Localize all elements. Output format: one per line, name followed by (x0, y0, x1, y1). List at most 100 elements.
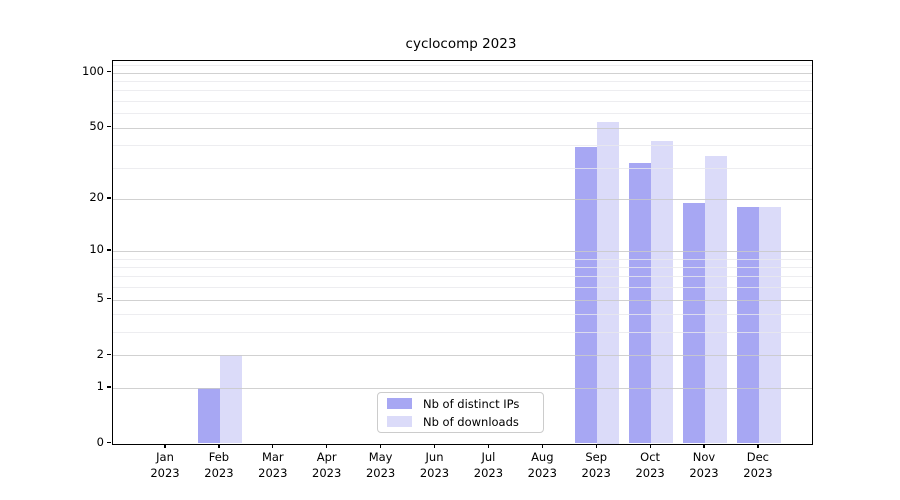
x-tick-label-oct: Oct 2023 (618, 450, 682, 481)
legend: Nb of distinct IPs Nb of downloads (377, 392, 544, 433)
major-gridline (112, 198, 812, 200)
gridline-layer (112, 61, 812, 444)
x-tick-label-jun: Jun 2023 (403, 450, 467, 481)
x-tick-label-aug: Aug 2023 (510, 450, 574, 481)
x-tick-year: 2023 (581, 465, 611, 480)
x-tick-year: 2023 (689, 465, 719, 480)
x-tick-month: Feb (208, 450, 230, 464)
x-tick-mark (218, 443, 220, 448)
major-gridline (112, 299, 812, 301)
minor-gridline (112, 314, 812, 316)
y-tick-label-10: 10 (89, 242, 104, 257)
x-tick-year: 2023 (527, 465, 557, 480)
chart-title: cyclocomp 2023 (405, 36, 517, 52)
x-tick-label-apr: Apr 2023 (295, 450, 359, 481)
major-gridline (112, 387, 812, 389)
x-tick-year: 2023 (743, 465, 773, 480)
x-tick-mark (649, 443, 651, 448)
legend-swatch-downloads (387, 416, 412, 427)
y-tick-label-100: 100 (82, 64, 104, 79)
x-tick-year: 2023 (473, 465, 504, 480)
y-tick-label-1: 1 (96, 379, 104, 394)
x-tick-month: Sep (585, 450, 608, 464)
bar-oct-distinct-ips (629, 162, 652, 444)
x-tick-month: Nov (692, 450, 716, 464)
y-tick-mark (107, 353, 111, 355)
minor-gridline (112, 145, 812, 147)
bar-dec-downloads (758, 206, 781, 444)
major-gridline (112, 127, 812, 129)
x-tick-year: 2023 (204, 465, 234, 480)
x-tick-year: 2023 (258, 465, 288, 480)
x-tick-year: 2023 (419, 465, 450, 480)
y-tick-label-0: 0 (96, 435, 104, 449)
minor-gridline (112, 101, 812, 102)
x-tick-mark (272, 443, 274, 448)
x-tick-label-may: May 2023 (349, 450, 413, 481)
x-tick-mark (703, 443, 705, 448)
y-tick-mark (107, 442, 111, 444)
minor-gridline (112, 276, 812, 278)
minor-gridline (112, 167, 812, 169)
y-tick-mark (107, 249, 111, 251)
bar-feb-distinct-ips (198, 387, 220, 444)
y-tick-mark (107, 126, 111, 128)
bar-feb-downloads (219, 355, 242, 444)
x-tick-month: Aug (531, 450, 554, 464)
x-tick-label-sep: Sep 2023 (564, 450, 628, 481)
y-tick-mark (107, 298, 111, 300)
legend-entry-distinct-ips: Nb of distinct IPs (378, 396, 543, 411)
x-tick-label-nov: Nov 2023 (672, 450, 736, 481)
y-tick-label-5: 5 (96, 291, 104, 305)
bar-sep-downloads (597, 121, 619, 444)
y-tick-mark (107, 197, 111, 199)
bar-nov-distinct-ips (683, 202, 705, 444)
x-tick-year: 2023 (635, 465, 665, 480)
plot-area (111, 60, 813, 445)
x-tick-month: Jan (156, 450, 174, 464)
x-tick-mark (380, 443, 382, 448)
minor-gridline (112, 81, 812, 83)
x-tick-month: Oct (640, 450, 661, 464)
minor-gridline (112, 258, 812, 260)
minor-gridline (112, 90, 812, 92)
x-tick-label-jan: Jan 2023 (133, 450, 197, 481)
bar-oct-downloads (651, 141, 673, 444)
minor-gridline (112, 65, 812, 67)
x-tick-label-dec: Dec 2023 (726, 450, 790, 481)
legend-entry-downloads: Nb of downloads (378, 414, 543, 429)
major-gridline (112, 355, 812, 357)
x-tick-month: Mar (261, 450, 284, 464)
bar-sep-distinct-ips (575, 147, 598, 444)
y-tick-mark (107, 71, 111, 73)
bar-dec-distinct-ips (737, 206, 759, 444)
major-gridline (112, 72, 812, 74)
minor-gridline (112, 332, 812, 334)
legend-label-downloads: Nb of downloads (423, 414, 519, 429)
legend-swatch-distinct-ips (387, 398, 412, 409)
x-tick-year: 2023 (150, 465, 180, 480)
major-gridline (112, 250, 812, 252)
x-tick-month: Dec (746, 450, 770, 464)
x-tick-mark (595, 443, 597, 448)
x-tick-mark (541, 443, 543, 448)
x-tick-month: May (368, 450, 393, 464)
x-tick-month: Jun (425, 450, 444, 464)
y-tick-label-20: 20 (89, 190, 104, 205)
minor-gridline (112, 267, 812, 268)
x-tick-label-jul: Jul 2023 (456, 450, 520, 481)
x-tick-month: Jul (481, 450, 496, 464)
x-tick-year: 2023 (365, 465, 396, 480)
x-tick-year: 2023 (312, 465, 342, 480)
minor-gridline (112, 113, 812, 115)
x-tick-month: Apr (316, 450, 337, 464)
y-tick-mark (107, 386, 111, 388)
x-tick-mark (487, 443, 490, 448)
x-tick-mark (326, 443, 328, 448)
x-tick-mark (757, 443, 759, 448)
x-tick-label-mar: Mar 2023 (241, 450, 305, 481)
x-tick-mark (433, 443, 436, 448)
legend-label-distinct-ips: Nb of distinct IPs (423, 396, 520, 411)
x-tick-mark (164, 443, 166, 448)
